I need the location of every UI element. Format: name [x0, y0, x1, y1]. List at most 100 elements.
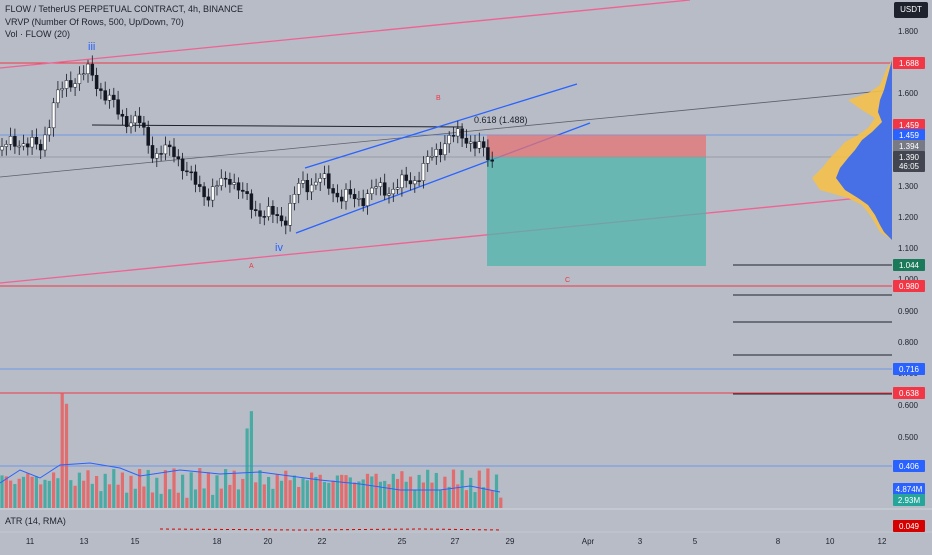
volume-bar — [73, 485, 77, 508]
price-tag-label: 1.459 — [899, 121, 920, 130]
candle-body — [189, 171, 193, 174]
wave-label-iv[interactable]: iv — [275, 242, 283, 254]
price-tag-label: 1.390 — [899, 153, 920, 162]
candle-body — [73, 83, 77, 88]
atr-legend[interactable]: ATR (14, RMA) — [5, 516, 66, 526]
candle-body — [391, 188, 396, 195]
candle-body — [468, 141, 473, 144]
time-tick-label: 3 — [638, 537, 643, 546]
candle-body — [370, 187, 374, 194]
price-tick-label: 1.800 — [898, 27, 919, 36]
candle-body — [481, 141, 486, 148]
candle-body — [86, 63, 90, 74]
candle-body — [17, 145, 21, 148]
candle-body — [309, 184, 314, 193]
volume-bar — [456, 484, 460, 508]
wave-label-a[interactable]: A — [249, 263, 254, 270]
vrvp-legend[interactable]: VRVP (Number Of Rows, 500, Up/Down, 70) — [5, 17, 184, 27]
volume-bar — [301, 478, 305, 508]
volume-bar — [267, 476, 271, 508]
candle-body — [219, 177, 224, 186]
candle-body — [382, 182, 387, 196]
time-tick-label: 12 — [878, 537, 887, 546]
candle-body — [361, 198, 365, 207]
symbol-title[interactable]: FLOW / TetherUS PERPETUAL CONTRACT, 4h, … — [5, 4, 244, 14]
volume-legend[interactable]: Vol · FLOW (20) — [5, 29, 71, 39]
pink-lower-trendline[interactable] — [0, 195, 881, 284]
time-tick-label: 25 — [398, 537, 407, 546]
candle-body — [365, 193, 370, 207]
candle-body — [0, 146, 4, 151]
volume-bar — [69, 480, 73, 508]
price-axis[interactable]: 1.8001.7001.6001.5001.4001.3001.2001.100… — [898, 27, 919, 442]
volume-bar — [241, 478, 245, 508]
candle-body — [301, 180, 305, 184]
candle-body — [185, 170, 189, 173]
candle-body — [477, 141, 482, 149]
volume-bar — [21, 476, 26, 508]
candle-body — [69, 80, 73, 88]
price-tag — [893, 259, 925, 271]
candle-body — [223, 177, 228, 180]
fib-0618-line[interactable] — [91, 124, 464, 128]
candle-body — [430, 155, 434, 158]
volume-bar — [215, 475, 219, 508]
candle-body — [322, 173, 327, 179]
volume-bar — [77, 472, 81, 508]
channel-upper-line[interactable] — [304, 83, 578, 169]
volume-bar — [219, 488, 223, 508]
candlestick-series[interactable] — [0, 55, 494, 235]
candle-body — [434, 149, 439, 157]
candle-body — [64, 80, 69, 89]
volume-bar — [95, 476, 99, 508]
candle-body — [253, 209, 258, 211]
volume-bar — [288, 480, 292, 508]
price-tag-label: 0.049 — [899, 522, 920, 531]
volume-bar — [383, 480, 387, 508]
volume-bar — [271, 488, 275, 508]
time-tick-label: 11 — [26, 537, 35, 546]
candle-body — [314, 181, 318, 186]
price-tag — [893, 460, 925, 472]
volume-bar — [129, 475, 133, 508]
volume-bar — [64, 403, 69, 508]
wave-label-b[interactable]: B — [436, 95, 441, 102]
grey-trendline[interactable] — [0, 89, 893, 178]
price-tag — [893, 520, 925, 532]
atr-pane[interactable] — [159, 528, 503, 531]
volume-bar — [198, 468, 202, 508]
price-tick-label: 0.900 — [898, 307, 919, 316]
wave-label-c[interactable]: C — [565, 277, 570, 284]
volume-bar — [120, 472, 124, 508]
candle-body — [137, 115, 142, 124]
volume-bar — [146, 469, 150, 508]
stop-loss-zone[interactable] — [487, 135, 706, 157]
candle-body — [331, 188, 335, 194]
price-tag-label: 1.688 — [899, 59, 920, 68]
candle-body — [120, 113, 125, 117]
time-axis[interactable]: 11 13 15 18 20 22 25 27 29 Apr 3 5 8 10 12 — [26, 537, 887, 546]
volume-bar — [344, 475, 348, 508]
pink-upper-trendline[interactable] — [0, 0, 691, 69]
wave-label-iii[interactable]: iii — [88, 41, 95, 53]
candle-body — [271, 206, 275, 215]
volume-bar — [232, 470, 236, 508]
candle-body — [378, 182, 383, 187]
volume-bar — [82, 480, 86, 508]
take-profit-zone[interactable] — [487, 157, 706, 266]
price-tag-label: 0.638 — [899, 389, 920, 398]
volume-bar — [310, 472, 314, 508]
volume-bar — [262, 484, 266, 508]
volume-bar — [211, 494, 215, 508]
volume-bar — [335, 475, 339, 508]
candle-body — [456, 128, 460, 137]
fib-label[interactable]: 0.618 (1.488) — [474, 115, 528, 125]
price-tick-label: 1.000 — [898, 275, 919, 284]
candle-body — [395, 187, 400, 190]
candle-body — [387, 193, 391, 196]
currency-badge[interactable]: USDT — [894, 2, 928, 18]
price-tick-label: 0.500 — [898, 433, 919, 442]
